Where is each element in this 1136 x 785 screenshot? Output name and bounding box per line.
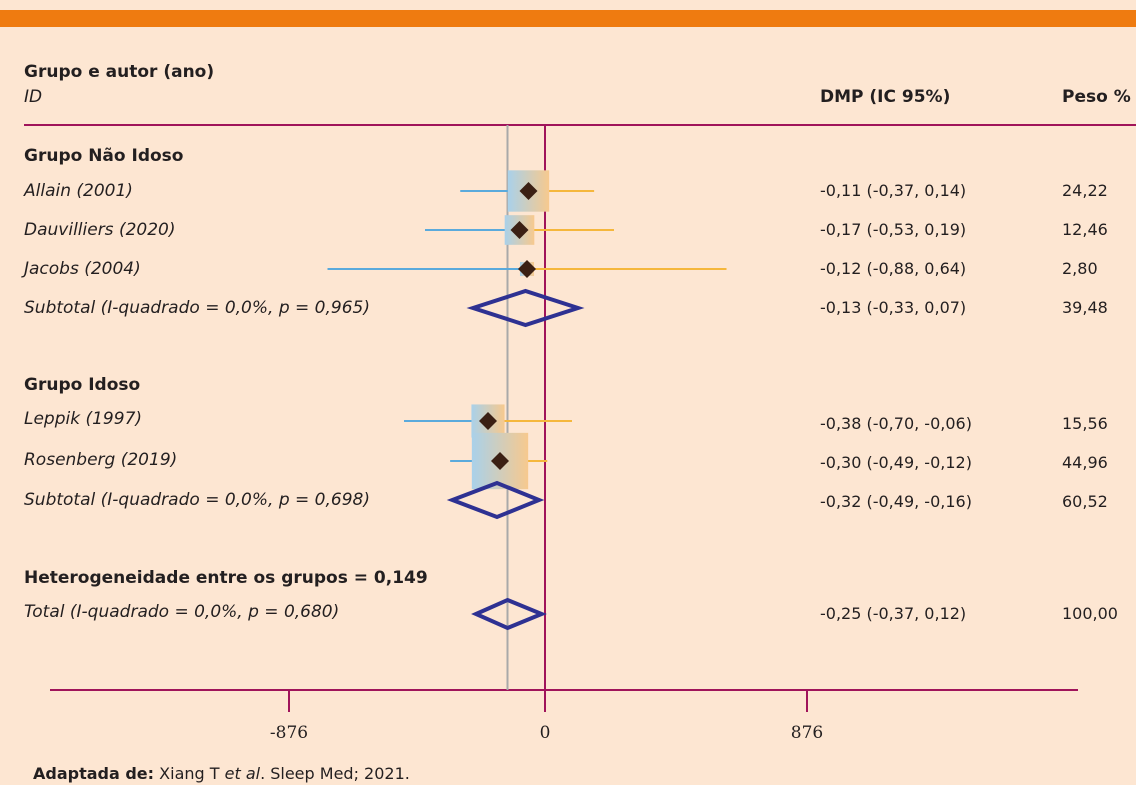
source-label: Adaptada de: bbox=[33, 764, 155, 783]
top-accent-bar bbox=[0, 10, 1136, 27]
subtotal-label: Subtotal (I-quadrado = 0,0%, p = 0,965) bbox=[24, 298, 370, 318]
source-text: Xiang T bbox=[159, 764, 225, 783]
study-ci-text: -0,17 (-0,53, 0,19) bbox=[820, 220, 967, 239]
plot-marks bbox=[327, 170, 727, 631]
point-estimate-marker bbox=[491, 452, 509, 470]
source-text-etal: et al bbox=[224, 764, 261, 783]
effect-header: DMP (IC 95%) bbox=[820, 87, 951, 107]
group-heading: Grupo Idoso bbox=[24, 375, 141, 395]
total-weight: 100,00 bbox=[1062, 604, 1118, 623]
weight-header: Peso % bbox=[1062, 87, 1131, 107]
pooled-diamond bbox=[446, 480, 545, 520]
total-label: Total (I-quadrado = 0,0%, p = 0,680) bbox=[24, 602, 340, 622]
study-label: Leppik (1997) bbox=[24, 409, 143, 429]
study-weight: 24,22 bbox=[1062, 181, 1108, 200]
subtotal-ci-text: -0,32 (-0,49, -0,16) bbox=[820, 492, 972, 511]
study-ci-text: -0,38 (-0,70, -0,06) bbox=[820, 414, 972, 433]
subtotal-label: Subtotal (I-quadrado = 0,0%, p = 0,698) bbox=[24, 490, 370, 510]
study-ci-text: -0,11 (-0,37, 0,14) bbox=[820, 181, 967, 200]
study-label: Allain (2001) bbox=[24, 181, 133, 201]
point-estimate-marker bbox=[479, 412, 497, 430]
id-header: ID bbox=[24, 87, 43, 107]
group-heading: Grupo Não Idoso bbox=[24, 146, 184, 166]
study-label: Dauvilliers (2020) bbox=[24, 220, 176, 240]
x-tick-label: 0 bbox=[539, 723, 551, 743]
source-footnote: Adaptada de: Xiang T et al. Sleep Med; 2… bbox=[33, 764, 410, 783]
study-weight: 44,96 bbox=[1062, 453, 1108, 472]
subtotal-weight: 39,48 bbox=[1062, 298, 1108, 317]
study-weight: 2,80 bbox=[1062, 259, 1098, 278]
x-tick-label: -876 bbox=[269, 723, 309, 743]
study-ci-text: -0,30 (-0,49, -0,12) bbox=[820, 453, 972, 472]
subtotal-weight: 60,52 bbox=[1062, 492, 1108, 511]
total-ci-text: -0,25 (-0,37, 0,12) bbox=[820, 604, 967, 623]
x-tick-label: 876 bbox=[790, 723, 824, 743]
point-estimate-marker bbox=[510, 221, 529, 239]
point-estimate-marker bbox=[519, 182, 538, 200]
study-weight: 12,46 bbox=[1062, 220, 1108, 239]
pooled-diamond bbox=[466, 288, 585, 328]
study-weight: 15,56 bbox=[1062, 414, 1108, 433]
source-text-end: . Sleep Med; 2021. bbox=[260, 764, 410, 783]
subtotal-ci-text: -0,13 (-0,33, 0,07) bbox=[820, 298, 967, 317]
pooled-diamond bbox=[471, 597, 547, 631]
group-author-header: Grupo e autor (ano) bbox=[24, 62, 215, 82]
study-label: Rosenberg (2019) bbox=[24, 450, 178, 470]
point-estimate-marker bbox=[518, 260, 536, 278]
heterogeneity-label: Heterogeneidade entre os grupos = 0,149 bbox=[24, 568, 428, 588]
study-ci-text: -0,12 (-0,88, 0,64) bbox=[820, 259, 967, 278]
study-label: Jacobs (2004) bbox=[24, 259, 141, 279]
